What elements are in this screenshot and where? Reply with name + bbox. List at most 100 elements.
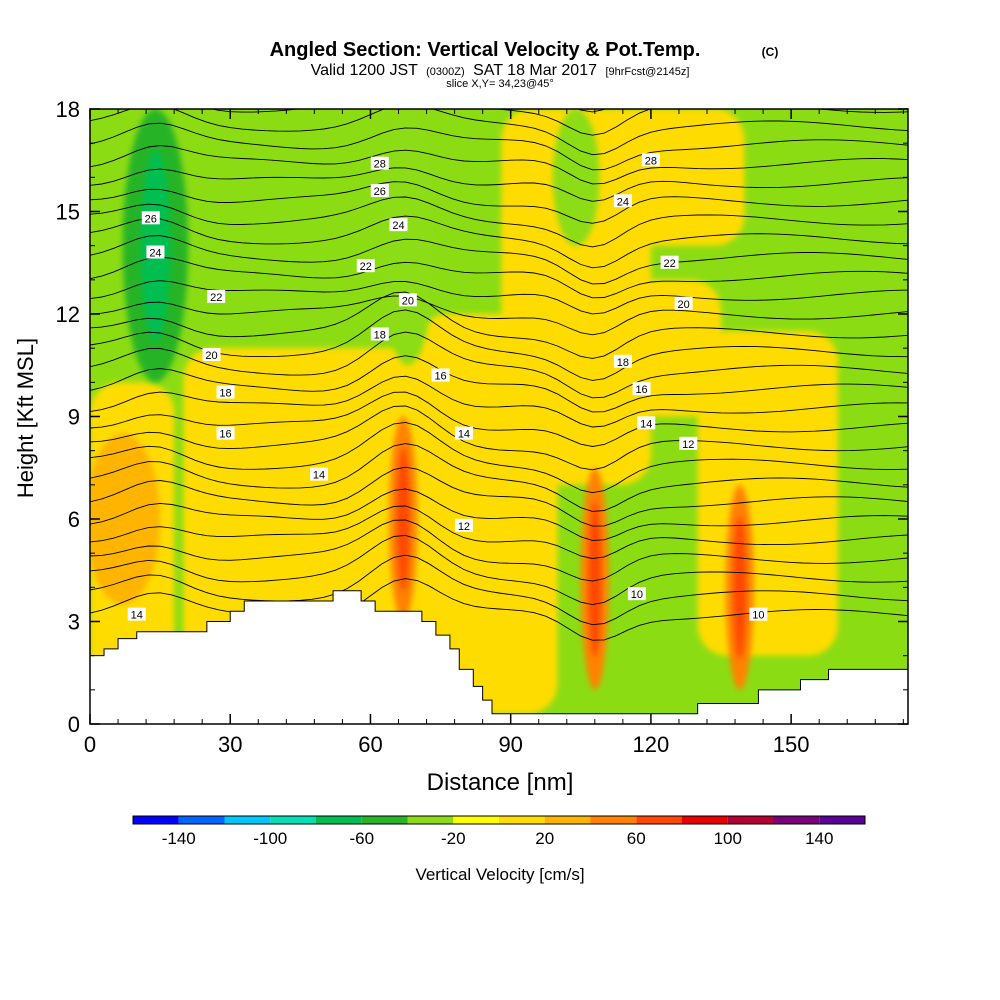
- isentrope-label-text: 22: [210, 292, 222, 304]
- y-tick-label: 18: [56, 97, 80, 122]
- isentrope-line: [90, 375, 908, 428]
- isentrope-label: 26: [370, 184, 389, 198]
- isentrope-label-text: 12: [682, 439, 694, 451]
- colorbar-frame: [132, 815, 866, 825]
- isentrope-line: [90, 554, 908, 626]
- isentrope-line: [90, 215, 908, 269]
- y-axis-label: Height [Kft MSL]: [13, 338, 38, 498]
- subtitle-date: SAT 18 Mar 2017: [473, 62, 597, 79]
- x-axis-label: Distance [nm]: [427, 769, 574, 796]
- updraft-region: [697, 331, 838, 656]
- colorbar-swatch: [773, 816, 820, 824]
- isentrope-lines: [90, 109, 908, 641]
- chart-title: Angled Section: Vertical Velocity & Pot.…: [270, 39, 701, 61]
- updraft-max: [733, 515, 747, 660]
- x-tick-label: 30: [218, 732, 242, 757]
- x-axis: 0 30 60 90 120 150: [84, 109, 904, 757]
- isentrope-line: [90, 181, 908, 224]
- isentrope-label: 22: [356, 259, 375, 273]
- isentrope-label: 14: [310, 467, 329, 482]
- isentrope-line: [90, 309, 908, 381]
- isentrope-label-text: 16: [219, 429, 231, 441]
- updraft-region: [613, 109, 745, 246]
- isentrope-line: [90, 280, 908, 315]
- isentrope-label-text: 28: [645, 155, 657, 167]
- y-axis: 0 3 6 9 12 15 18: [56, 97, 908, 737]
- isentrope-line: [90, 443, 908, 512]
- isentrope-line: [90, 534, 908, 606]
- colorbar-swatch: [636, 816, 682, 824]
- isentrope-label: 28: [641, 153, 660, 167]
- isentrope-label-text: 24: [617, 196, 629, 208]
- isentrope-line: [90, 331, 908, 399]
- x-tick-label: 150: [773, 732, 810, 757]
- colorbar-swatch: [544, 816, 591, 824]
- terrain-mask: [90, 590, 908, 724]
- colorbar-swatch: [727, 816, 774, 824]
- isentrope-labels: 26 24 22 20 18 16 14 14 28 26 24 22 20 18 16 14 12 28 24 22…: [127, 153, 768, 622]
- chart-subtitle: Valid 1200 JST (0300Z) SAT 18 Mar 2017 […: [311, 62, 690, 79]
- colorbar-swatch: [133, 816, 179, 824]
- y-tick-label: 15: [56, 200, 80, 225]
- isentrope-line: [90, 122, 908, 171]
- isentrope-label: 16: [216, 426, 235, 441]
- isentrope-label: 18: [613, 354, 632, 369]
- isentrope-label-text: 18: [374, 330, 386, 342]
- isentrope-label: 12: [679, 436, 698, 451]
- colorbar-swatch: [316, 816, 362, 824]
- isentrope-label: 18: [370, 327, 389, 342]
- colorbar-tick-label: -100: [253, 829, 287, 848]
- colorbar: -140 -100 -60 -20 20 60 100 140: [132, 815, 866, 848]
- isentrope-line: [90, 167, 908, 202]
- x-tick-label: 120: [633, 732, 670, 757]
- isentrope-label: 12: [454, 518, 473, 533]
- x-tick-label: 90: [498, 732, 522, 757]
- isentrope-label: 16: [431, 368, 450, 383]
- isentrope-label: 20: [202, 348, 221, 362]
- isentrope-label-text: 16: [635, 384, 647, 396]
- isentrope-line: [90, 109, 908, 156]
- isentrope-label: 14: [637, 416, 656, 430]
- colorbar-swatch: [224, 816, 271, 824]
- isentrope-label-text: 22: [360, 261, 372, 273]
- colorbar-tick-label: -20: [441, 829, 466, 848]
- isentrope-label: 28: [370, 156, 389, 171]
- colorbar-swatch: [819, 816, 865, 824]
- colorbar-swatch: [407, 816, 454, 824]
- isentrope-label-text: 28: [374, 159, 386, 171]
- colorbar-swatch: [361, 816, 408, 824]
- isentrope-label-text: 14: [458, 429, 470, 441]
- x-tick-label: 60: [358, 732, 382, 757]
- isentrope-line: [90, 235, 908, 285]
- isentrope-line: [90, 196, 908, 248]
- y-tick-label: 0: [68, 712, 80, 737]
- colorbar-tick-label: 60: [627, 829, 646, 848]
- colorbar-swatch: [270, 816, 316, 824]
- colorbar-swatch: [499, 816, 545, 824]
- isentrope-label: 22: [207, 289, 226, 304]
- isentrope-line: [90, 466, 908, 527]
- isentrope-line: [90, 519, 908, 582]
- isentrope-line: [90, 291, 908, 359]
- isentrope-label: 18: [216, 385, 235, 400]
- isentrope-label-text: 10: [631, 589, 643, 601]
- isentrope-line: [90, 405, 908, 471]
- isentrope-label-text: 20: [205, 350, 217, 362]
- title-suffix: (C): [762, 45, 779, 59]
- subtitle-valid: Valid 1200 JST: [311, 62, 419, 79]
- isentrope-label: 14: [127, 607, 146, 622]
- y-tick-label: 9: [68, 405, 80, 430]
- isentrope-line: [90, 421, 908, 494]
- x-tick-label: 0: [84, 732, 96, 757]
- isentrope-label: 20: [398, 293, 417, 307]
- isentrope-line: [90, 295, 908, 336]
- isentrope-label-text: 18: [617, 357, 629, 369]
- isentrope-label: 20: [674, 296, 693, 311]
- isentrope-label: 26: [141, 211, 160, 225]
- downdraft-column: [379, 109, 436, 366]
- colorbar-swatch: [590, 816, 637, 824]
- colorbar-swatch: [453, 816, 499, 824]
- isentrope-label-text: 14: [131, 610, 143, 622]
- colorbar-tick-label: 20: [535, 829, 554, 848]
